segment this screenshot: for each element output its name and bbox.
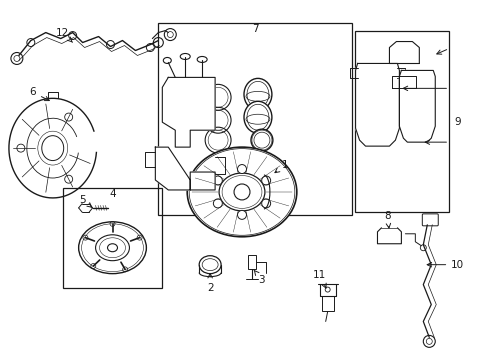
Bar [62,188,162,288]
Bar [158,23,351,215]
Circle shape [261,176,270,185]
Circle shape [237,210,246,219]
Text: 9: 9 [453,117,460,127]
Polygon shape [162,77,215,147]
Bar [403,90,430,138]
Bar [359,86,395,140]
Ellipse shape [199,256,221,274]
Ellipse shape [244,101,271,133]
Ellipse shape [187,147,296,237]
Text: 1: 1 [274,160,287,173]
Polygon shape [399,71,434,142]
Text: 6: 6 [29,87,49,100]
Text: 5: 5 [79,195,92,207]
Bar [247,255,255,269]
FancyBboxPatch shape [422,214,437,226]
Polygon shape [355,63,399,146]
Ellipse shape [244,78,271,110]
Text: 2: 2 [206,274,213,293]
Text: 7: 7 [251,24,258,33]
Bar [321,296,333,311]
Text: 4: 4 [109,189,116,199]
Circle shape [234,184,249,200]
Circle shape [261,199,270,208]
Circle shape [237,165,246,174]
Polygon shape [155,147,215,190]
Text: 12: 12 [56,28,72,42]
Ellipse shape [197,57,207,62]
Circle shape [213,176,222,185]
Circle shape [213,199,222,208]
Text: 3: 3 [253,270,264,285]
Ellipse shape [180,54,190,59]
Text: 8: 8 [384,211,390,228]
Circle shape [423,336,434,347]
Ellipse shape [250,129,272,151]
Bar [354,31,448,212]
Text: 10: 10 [427,260,464,270]
Text: 11: 11 [312,270,325,288]
